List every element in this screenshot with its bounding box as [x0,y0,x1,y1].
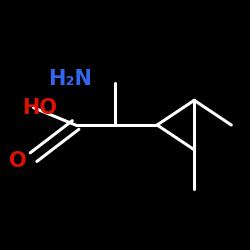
Text: H₂N: H₂N [48,69,92,89]
Text: HO: HO [22,98,58,118]
Text: O: O [9,151,26,171]
